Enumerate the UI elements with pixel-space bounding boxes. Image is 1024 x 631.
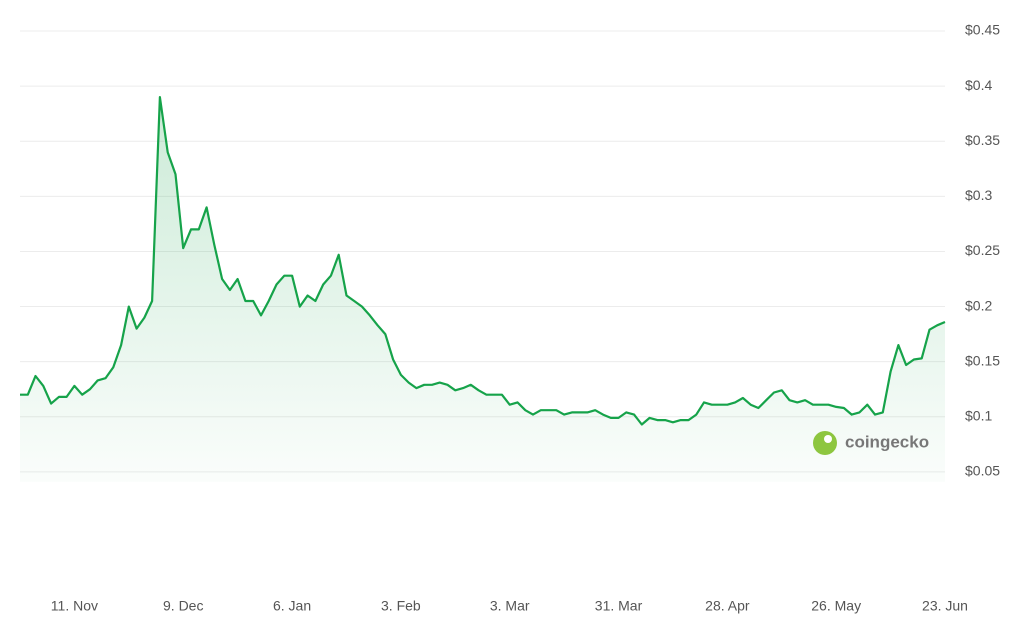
watermark: coingecko: [813, 431, 929, 455]
x-tick-label: 9. Dec: [163, 598, 203, 614]
x-tick-label: 6. Jan: [273, 598, 311, 614]
y-tick-label: $0.4: [965, 77, 992, 93]
x-tick-label: 28. Apr: [705, 598, 750, 614]
y-tick-label: $0.05: [965, 463, 1000, 479]
logo-eye: [824, 435, 832, 443]
x-tick-label: 31. Mar: [595, 598, 643, 614]
y-tick-label: $0.1: [965, 407, 992, 423]
area: [20, 97, 945, 482]
x-tick-label: 3. Mar: [490, 598, 530, 614]
y-tick-label: $0.3: [965, 187, 992, 203]
y-tick-label: $0.25: [965, 242, 1000, 258]
y-tick-label: $0.45: [965, 22, 1000, 38]
x-tick-label: 11. Nov: [51, 598, 98, 614]
logo: [813, 431, 837, 455]
y-tick-label: $0.2: [965, 297, 992, 313]
x-tick-label: 23. Jun: [922, 598, 968, 614]
watermark-text: coingecko: [845, 432, 929, 451]
x-tick-label: 26. May: [811, 598, 861, 614]
y-tick-label: $0.35: [965, 132, 1000, 148]
price-line: [20, 96, 946, 426]
y-tick-label: $0.15: [965, 352, 1000, 368]
x-tick-label: 3. Feb: [381, 598, 421, 614]
